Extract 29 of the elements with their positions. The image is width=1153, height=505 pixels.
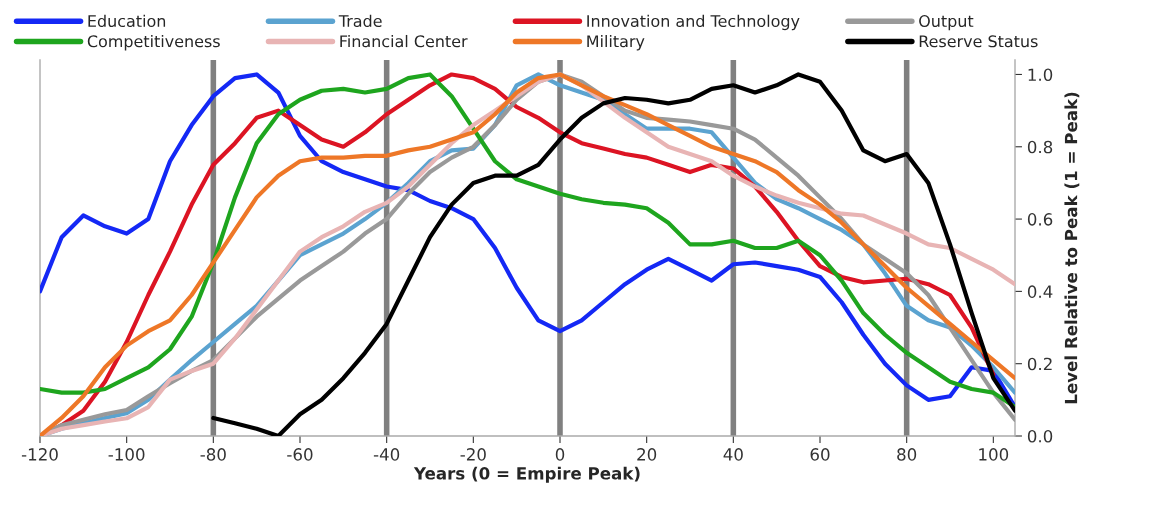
x-tick-label: 100 bbox=[979, 448, 1009, 461]
legend-label: Innovation and Technology bbox=[587, 14, 800, 31]
x-tick-label: 60 bbox=[810, 448, 830, 461]
legend-label: Trade bbox=[338, 14, 382, 28]
x-tick-label: 80 bbox=[897, 448, 917, 461]
y-axis-title: Level Relative to Peak (1 = Peak) bbox=[1064, 92, 1080, 404]
x-tick-label: -40 bbox=[373, 448, 400, 461]
x-tick-label: -60 bbox=[287, 448, 313, 461]
x-tick-label: 40 bbox=[723, 448, 743, 461]
y-tick-label: 1.0 bbox=[1028, 68, 1053, 82]
legend-label: Education bbox=[88, 14, 166, 28]
y-tick-label: 0.6 bbox=[1027, 213, 1053, 226]
y-tick-label: 0.0 bbox=[1027, 429, 1053, 443]
x-tick-label: -20 bbox=[460, 448, 486, 461]
x-tick-label: -120 bbox=[21, 448, 58, 461]
x-tick-label: 0 bbox=[555, 448, 565, 461]
y-tick-label: 0.2 bbox=[1027, 357, 1052, 371]
legend-label: Financial Center bbox=[340, 34, 468, 48]
x-tick-label: 20 bbox=[637, 448, 657, 461]
legend-label: Reserve Status bbox=[919, 35, 1038, 48]
legend-label: Competitiveness bbox=[87, 34, 220, 51]
legend-label: Military bbox=[587, 34, 645, 51]
legend-label: Output bbox=[919, 14, 974, 31]
x-axis-title: Years (0 = Empire Peak) bbox=[413, 466, 640, 483]
y-tick-label: 0.8 bbox=[1027, 140, 1053, 154]
x-tick-label: -80 bbox=[200, 448, 226, 461]
x-tick-label: -100 bbox=[108, 448, 145, 461]
line-series bbox=[211, 72, 1015, 436]
y-tick-label: 0.4 bbox=[1027, 285, 1053, 298]
